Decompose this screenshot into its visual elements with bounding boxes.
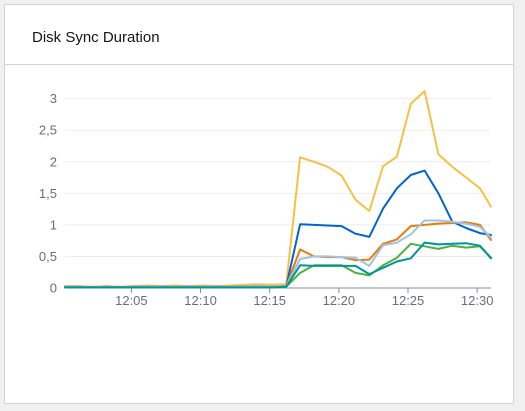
x-tick-label: 12:15: [253, 293, 286, 308]
grid-layer: [65, 98, 491, 289]
series-line-2: [64, 221, 492, 289]
x-tick-label: 12:25: [392, 293, 425, 308]
y-tick-label: 3: [50, 91, 57, 106]
disk-sync-duration-card: Disk Sync Duration: [4, 4, 514, 404]
x-tick-label: 12:05: [115, 293, 148, 308]
x-tick-label: 12:30: [461, 293, 494, 308]
x-tick-label: 12:20: [323, 293, 356, 308]
series-line-1: [64, 169, 492, 289]
series-line-3: [64, 219, 492, 289]
series-line-0: [64, 90, 492, 288]
series-layer: [64, 90, 492, 289]
y-tick-label: 0: [50, 281, 57, 296]
card-title: Disk Sync Duration: [32, 29, 160, 46]
y-tick-label: 1,5: [39, 186, 57, 201]
y-tick-label: 2,5: [39, 123, 57, 138]
series-line-5: [64, 241, 492, 289]
y-tick-label: 1: [50, 217, 57, 232]
y-tick-label: 0,5: [39, 249, 57, 264]
x-tick-label: 12:10: [184, 293, 217, 308]
series-line-4: [64, 242, 492, 289]
axis-layer: 0 0,5 1 1,5 2 2,5 3 12:05 12:10 12:15 12:20 12:25 12…: [39, 91, 494, 308]
card-header: Disk Sync Duration: [5, 5, 513, 65]
y-tick-label: 2: [50, 154, 57, 169]
